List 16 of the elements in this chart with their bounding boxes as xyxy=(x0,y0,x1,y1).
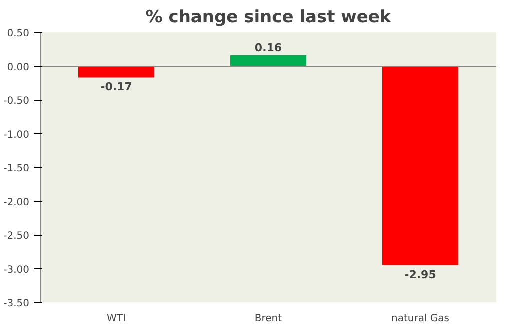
y-tick-label: -0.50 xyxy=(4,96,30,107)
x-tick-label: WTI xyxy=(107,314,126,324)
y-tick-label: -3.00 xyxy=(4,264,30,276)
x-tick-label: Brent xyxy=(254,314,282,324)
data-label: 0.16 xyxy=(254,41,282,54)
y-tick-label: -2.00 xyxy=(4,197,30,208)
y-tick-label: 0.50 xyxy=(7,28,30,40)
y-tick-label: -1.50 xyxy=(4,164,30,174)
data-label: -2.95 xyxy=(404,268,436,282)
data-label: -0.17 xyxy=(100,80,132,94)
y-tick-label: -1.00 xyxy=(4,130,30,141)
x-tick-label: natural Gas xyxy=(391,314,450,324)
y-tick-label: 0.00 xyxy=(7,62,30,74)
y-tick-label: -2.50 xyxy=(4,231,30,242)
chart-title: % change since last week xyxy=(146,8,392,28)
y-tick-label: -3.50 xyxy=(4,298,30,310)
